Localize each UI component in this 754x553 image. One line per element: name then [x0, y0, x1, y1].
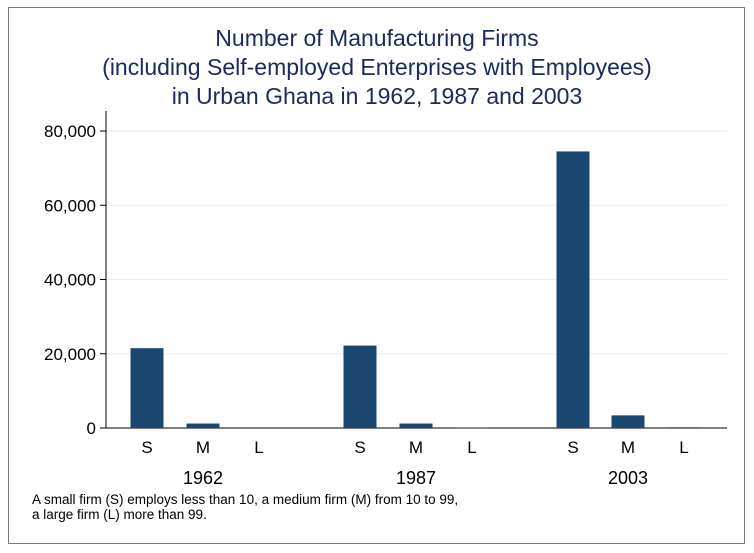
footnote-line-2: a large firm (L) more than 99.: [32, 507, 207, 522]
group-label-1962: 1962: [183, 468, 223, 488]
chart-title-line-2: (including Self-employed Enterprises wit…: [102, 54, 652, 80]
bar-1987-S: [343, 345, 377, 428]
group-label-1987: 1987: [396, 468, 436, 488]
category-label-2003-M: M: [621, 438, 635, 457]
bar-1962-S: [130, 348, 164, 428]
footnote-line-1: A small firm (S) employs less than 10, a…: [32, 492, 459, 507]
category-label-1962-M: M: [196, 438, 210, 457]
category-label-2003-S: S: [567, 438, 578, 457]
bar-1987-M: [399, 423, 433, 428]
category-label-1962-L: L: [254, 438, 263, 457]
chart-footnote: A small firm (S) employs less than 10, a…: [32, 492, 458, 522]
category-label-2003-L: L: [679, 438, 688, 457]
y-tick-label-40000: 40,000: [44, 271, 96, 290]
category-label-1962-S: S: [141, 438, 152, 457]
bar-2003-M: [611, 415, 645, 428]
category-label-1987-M: M: [409, 438, 423, 457]
y-tick-label-60000: 60,000: [44, 196, 96, 215]
category-label-1987-L: L: [467, 438, 476, 457]
y-tick-label-80000: 80,000: [44, 122, 96, 141]
chart-title: Number of Manufacturing Firms (including…: [0, 24, 754, 111]
category-label-1987-S: S: [354, 438, 365, 457]
chart-title-line-3: in Urban Ghana in 1962, 1987 and 2003: [171, 83, 583, 109]
chart-title-line-1: Number of Manufacturing Firms: [215, 25, 539, 51]
y-tick-label-20000: 20,000: [44, 345, 96, 364]
bar-1962-M: [186, 423, 220, 428]
chart-frame: [8, 7, 745, 544]
y-tick-label-0: 0: [87, 419, 96, 438]
bar-2003-S: [556, 151, 590, 428]
group-label-2003: 2003: [608, 468, 648, 488]
bar-2003-L: [667, 427, 701, 428]
